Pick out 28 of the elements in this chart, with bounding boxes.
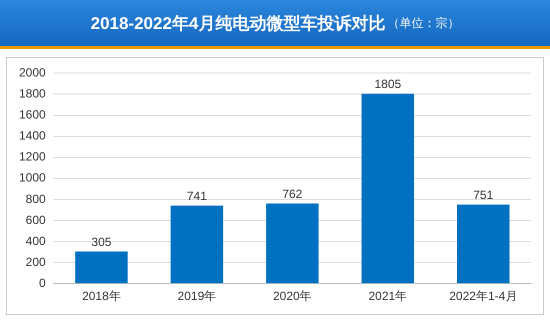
y-tick-label: 1600 (18, 108, 46, 122)
x-tick-label: 2019年 (178, 289, 216, 304)
data-label: 305 (91, 234, 112, 249)
x-tick-label: 2020年 (272, 289, 312, 304)
chart-subtitle: （单位：宗） (387, 14, 460, 32)
x-tick-label: 2021年 (368, 289, 408, 304)
y-tick-label: 1400 (18, 128, 46, 143)
y-tick-label: 1800 (18, 86, 46, 101)
bar (75, 252, 128, 284)
y-tick-label: 200 (26, 254, 46, 269)
chart-title: 2018-2022年4月纯电动微型车投诉对比 (90, 12, 386, 34)
y-tick-label: 0 (39, 276, 46, 290)
y-tick-label: 2000 (18, 66, 46, 80)
x-tick-label: 2018年 (82, 289, 121, 304)
bar (170, 206, 224, 284)
y-tick-label: 1000 (18, 170, 46, 185)
data-label: 751 (473, 188, 494, 202)
bar (457, 204, 510, 284)
y-tick-label: 400 (26, 234, 46, 248)
bar (266, 203, 319, 284)
data-label: 741 (186, 188, 208, 203)
data-label: 762 (282, 186, 303, 201)
y-tick-label: 600 (26, 212, 46, 227)
data-label: 1805 (374, 77, 402, 92)
x-tick-label: 2022年1-4月 (449, 289, 518, 304)
y-tick-label: 800 (26, 192, 46, 206)
y-tick-label: 1200 (18, 150, 46, 164)
bar (362, 94, 414, 284)
